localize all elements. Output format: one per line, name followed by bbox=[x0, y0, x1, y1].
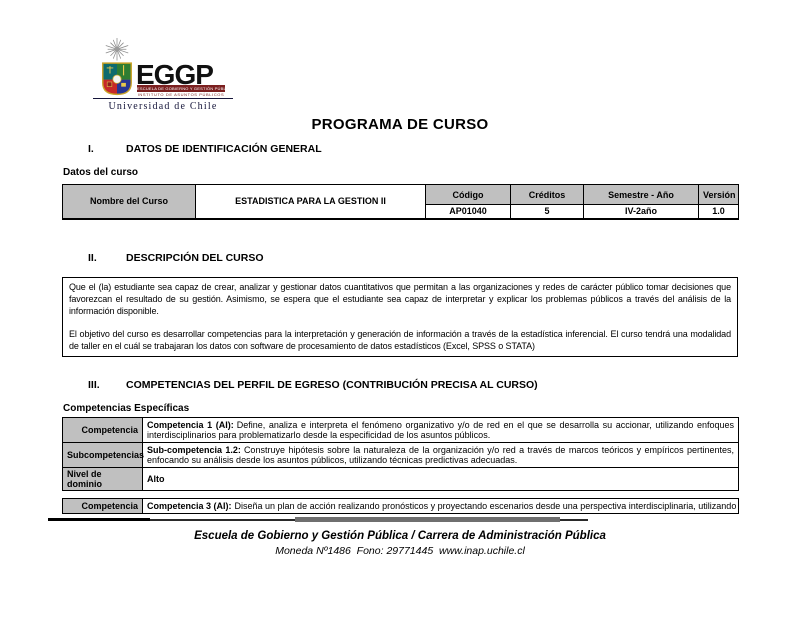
competencia-3-body: Diseña un plan de acción realizando pron… bbox=[234, 501, 739, 511]
footer-divider-segment bbox=[48, 518, 150, 521]
logo-acronym: EGGP bbox=[136, 59, 214, 90]
descripcion-paragraph-1: Que el (la) estudiante sea capaz de crea… bbox=[69, 282, 731, 316]
section-heading-descripcion: II. DESCRIPCIÓN DEL CURSO bbox=[88, 252, 264, 264]
codigo-header: Código bbox=[425, 184, 511, 205]
section-number: II. bbox=[88, 252, 97, 264]
nivel-dominio-lead: Alto bbox=[147, 473, 165, 484]
section-heading-datos: I. DATOS DE IDENTIFICACIÓN GENERAL bbox=[88, 143, 322, 155]
footer-contact-line: Moneda Nº1486 Fono: 29771445 www.inap.uc… bbox=[275, 545, 525, 557]
competencia-3-table: Competencia Competencia 3 (AI): Diseña un… bbox=[62, 498, 739, 514]
section-title: DATOS DE IDENTIFICACIÓN GENERAL bbox=[126, 143, 322, 155]
table-row: Competencia Competencia 3 (AI): Diseña un… bbox=[62, 498, 739, 514]
version-value: 1.0 bbox=[698, 204, 739, 219]
table-row: Nivel de dominio Alto bbox=[62, 467, 739, 491]
logo-institute-name: INSTITUTO DE ASUNTOS PÚBLICOS bbox=[137, 92, 225, 97]
nombre-curso-value: ESTADISTICA PARA LA GESTION II bbox=[195, 184, 426, 219]
table-row: Subcompetencias Sub-competencia 1.2: Cons… bbox=[62, 442, 739, 468]
semestre-value: IV-2año bbox=[583, 204, 699, 219]
creditos-value: 5 bbox=[510, 204, 584, 219]
page-title: PROGRAMA DE CURSO bbox=[311, 116, 489, 133]
section-title: COMPETENCIAS DEL PERFIL DE EGRESO (CONTR… bbox=[126, 379, 538, 391]
competencia-1-lead: Competencia 1 (AI): bbox=[147, 419, 234, 430]
subcompetencia-text: Sub-competencia 1.2: Construye hipótesis … bbox=[142, 442, 739, 468]
descripcion-curso-box: Que el (la) estudiante sea capaz de crea… bbox=[62, 277, 738, 357]
footer-divider-segment bbox=[295, 517, 560, 522]
nivel-dominio-value: Alto bbox=[142, 467, 739, 491]
datos-curso-table: Nombre del Curso ESTADISTICA PARA LA GES… bbox=[62, 184, 739, 220]
competencia-label: Competencia bbox=[62, 417, 143, 443]
competencia-1-text: Competencia 1 (AI): Define, analiza e int… bbox=[142, 417, 739, 443]
competencia-3-text: Competencia 3 (AI): Diseña un plan de acc… bbox=[142, 498, 739, 514]
version-header: Versión bbox=[698, 184, 739, 205]
nombre-curso-label: Nombre del Curso bbox=[62, 184, 196, 219]
competencia-3-lead: Competencia 3 (AI): bbox=[147, 501, 232, 511]
table-row: AP01040 5 IV-2año 1.0 bbox=[63, 204, 739, 219]
table-row: Nombre del Curso ESTADISTICA PARA LA GES… bbox=[62, 184, 739, 219]
caption-datos-del-curso: Datos del curso bbox=[63, 167, 139, 178]
university-crest-icon bbox=[102, 38, 132, 96]
descripcion-paragraph-2: El objetivo del curso es desarrollar com… bbox=[69, 329, 731, 351]
caption-competencias-especificas: Competencias Específicas bbox=[63, 403, 190, 414]
section-heading-competencias: III. COMPETENCIAS DEL PERFIL DE EGRESO (C… bbox=[88, 379, 538, 391]
subcompetencias-label: Subcompetencias bbox=[62, 442, 144, 468]
creditos-header: Créditos bbox=[510, 184, 584, 205]
footer-school-line: Escuela de Gobierno y Gestión Pública / … bbox=[194, 530, 606, 542]
semestre-header: Semestre - Año bbox=[583, 184, 699, 205]
nivel-dominio-label: Nivel de dominio bbox=[62, 467, 143, 491]
logo-university-name: Universidad de Chile bbox=[93, 98, 233, 112]
table-row: Competencia Competencia 1 (AI): Define, a… bbox=[62, 417, 739, 443]
section-title: DESCRIPCIÓN DEL CURSO bbox=[126, 252, 264, 264]
subcompetencia-body: Construye hipótesis sobre la naturaleza … bbox=[147, 444, 734, 466]
section-number: III. bbox=[88, 379, 100, 391]
competencia-3-label: Competencia bbox=[62, 498, 143, 514]
codigo-value: AP01040 bbox=[425, 204, 511, 219]
logo-school-name: ESCUELA DE GOBIERNO Y GESTIÓN PÚBLICA bbox=[137, 85, 225, 92]
competencia-1-body: Define, analiza e interpreta el fenómeno… bbox=[147, 419, 734, 441]
eggp-logo: EGGP ESCUELA DE GOBIERNO Y GESTIÓN PÚBLI… bbox=[93, 38, 233, 114]
competencias-table: Competencia Competencia 1 (AI): Define, a… bbox=[62, 417, 739, 491]
subcompetencia-lead: Sub-competencia 1.2: bbox=[147, 444, 241, 455]
section-number: I. bbox=[88, 143, 94, 155]
